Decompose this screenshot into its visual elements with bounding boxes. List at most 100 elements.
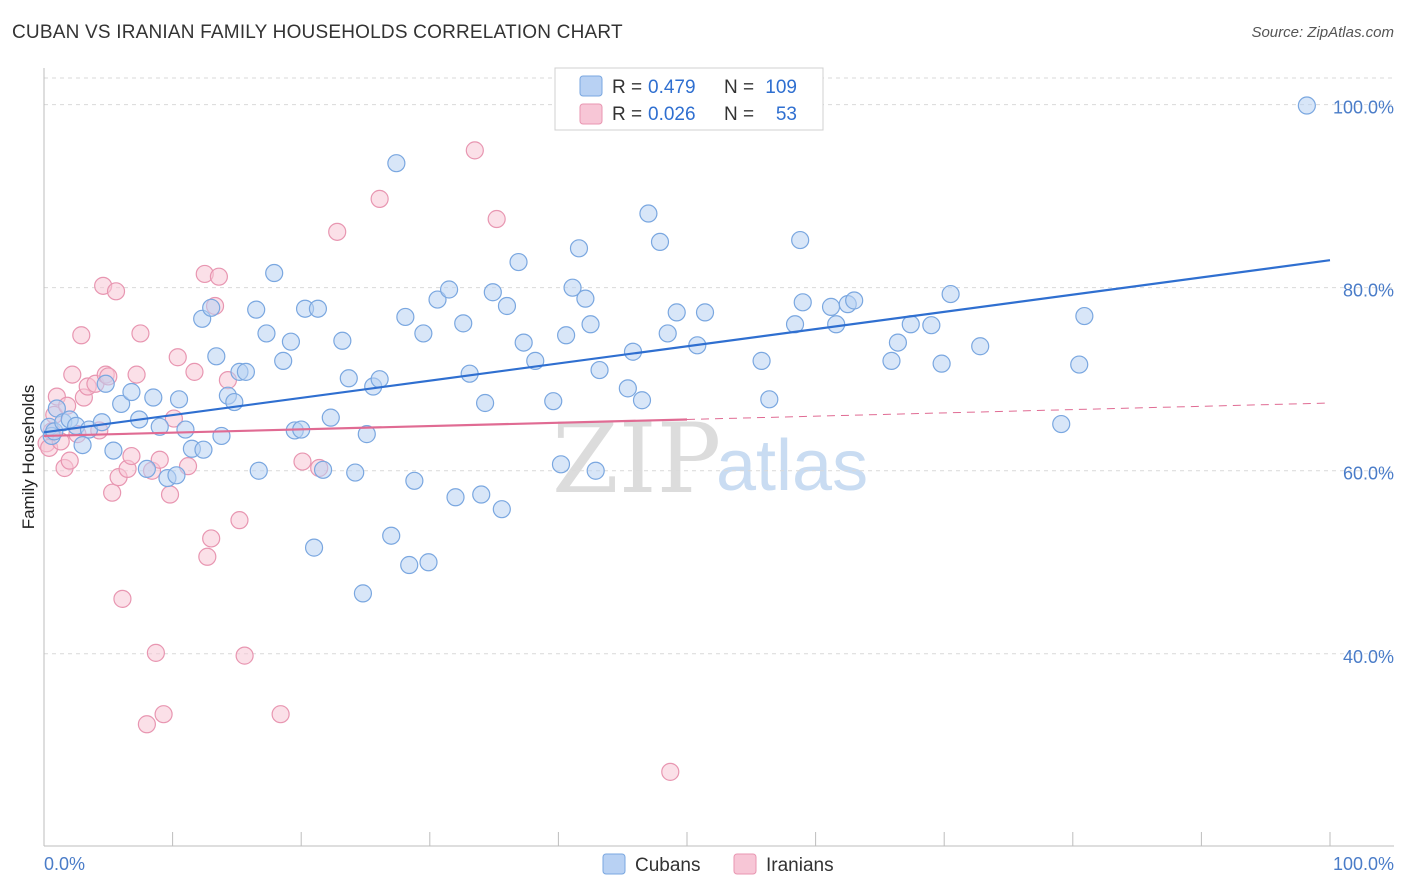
cuban-point [492, 500, 511, 519]
cuban-point [281, 332, 301, 351]
iranians-trend-line [43, 418, 688, 438]
iranian-point [146, 643, 165, 662]
cuban-point [590, 360, 609, 380]
trend-lines [43, 259, 1331, 438]
iranian-point [60, 451, 79, 470]
chart-title: CUBAN VS IRANIAN FAMILY HOUSEHOLDS CORRE… [12, 22, 623, 43]
legend-bottom: Cubans Iranians [602, 853, 834, 876]
y-axis-title: Family Households [19, 385, 38, 530]
iranian-point [113, 589, 132, 608]
iranian-point [235, 646, 254, 665]
cuban-point [1075, 306, 1094, 326]
cuban-point [112, 394, 131, 414]
cuban-point [439, 280, 459, 299]
cuban-point [472, 485, 491, 504]
cuban-point [308, 299, 328, 318]
cuban-point [752, 351, 771, 370]
cuban-point [497, 296, 517, 316]
cuban-point [414, 324, 433, 343]
cuban-point [454, 314, 473, 333]
cuban-point [632, 391, 652, 410]
iranian-point [465, 141, 484, 160]
iranian-point [154, 705, 173, 724]
legend-bottom-label-cubans: Cubans [635, 855, 701, 876]
legend-r-value-iranians: 0.026 [648, 104, 696, 125]
legend-swatch-cubans [579, 75, 603, 97]
cuban-point [569, 239, 589, 258]
cuban-point [92, 413, 111, 432]
cuban-point [446, 488, 465, 507]
iranian-point [328, 222, 347, 241]
watermark-atlas: atlas [716, 426, 868, 506]
legend-bottom-swatch-cubans [602, 853, 626, 875]
iranian-point [487, 209, 506, 229]
cuban-point [387, 154, 406, 173]
iranian-point [230, 511, 249, 530]
cuban-point [639, 204, 658, 223]
iranian-point [168, 348, 187, 367]
cuban-point [321, 408, 340, 427]
legend-r-label-cubans: R = [612, 77, 642, 98]
cuban-point [274, 351, 293, 370]
cuban-point [932, 354, 951, 373]
cuban-point [618, 379, 637, 398]
iranian-point [63, 365, 82, 384]
iranian-point [137, 715, 156, 734]
iranian-point [103, 483, 122, 502]
legend-n-value-cubans: 109 [765, 77, 797, 98]
cuban-point [333, 331, 352, 350]
cuban-point [400, 555, 419, 575]
cuban-point [557, 326, 576, 345]
iranian-point [131, 324, 150, 343]
cuban-point [922, 316, 941, 335]
y-tick-label: 40.0% [1343, 647, 1394, 667]
iranian-point [293, 452, 312, 471]
cuban-point [144, 388, 163, 407]
cuban-point [313, 460, 333, 479]
cuban-point [971, 337, 990, 356]
cubans-trend-line [43, 259, 1331, 434]
cuban-point [339, 369, 358, 388]
cuban-point [167, 466, 186, 485]
cuban-point [509, 252, 528, 272]
cuban-point [405, 471, 424, 490]
cuban-point [247, 300, 266, 319]
cuban-point [202, 298, 221, 317]
iranian-point [127, 365, 146, 384]
cuban-point [428, 290, 447, 309]
cuban-point [176, 420, 195, 439]
cuban-point [791, 230, 810, 250]
cuban-point [514, 333, 533, 352]
y-tick-labels: 40.0% 60.0% 80.0% 100.0% [1333, 98, 1394, 667]
cuban-point [576, 289, 595, 308]
cuban-point [419, 553, 438, 572]
cuban-point [667, 303, 686, 322]
cuban-point [137, 459, 156, 478]
iranian-point [209, 267, 228, 286]
cuban-point [122, 382, 141, 402]
cuban-point [941, 284, 960, 304]
legend-n-label-iranians: N = [724, 104, 754, 125]
cuban-point [169, 390, 189, 409]
y-tick-label: 80.0% [1343, 281, 1394, 301]
cuban-point [236, 362, 256, 381]
cuban-point [888, 333, 908, 352]
cuban-point [821, 297, 841, 316]
watermark: ZIP atlas [552, 403, 868, 515]
iranian-point [185, 362, 204, 381]
cuban-point [695, 303, 715, 322]
cuban-point [483, 283, 502, 302]
cuban-point [1052, 414, 1071, 434]
legend-r-value-cubans: 0.479 [648, 77, 696, 98]
cuban-point [357, 425, 376, 444]
cuban-point [104, 441, 123, 460]
legend-r-label-iranians: R = [612, 104, 642, 125]
cuban-point [212, 426, 231, 446]
y-tick-label: 100.0% [1333, 98, 1394, 118]
data-points [37, 96, 1316, 781]
cuban-point [658, 324, 677, 343]
cuban-point [265, 263, 284, 283]
legend-n-label-cubans: N = [724, 77, 754, 98]
iranian-point [150, 450, 169, 469]
